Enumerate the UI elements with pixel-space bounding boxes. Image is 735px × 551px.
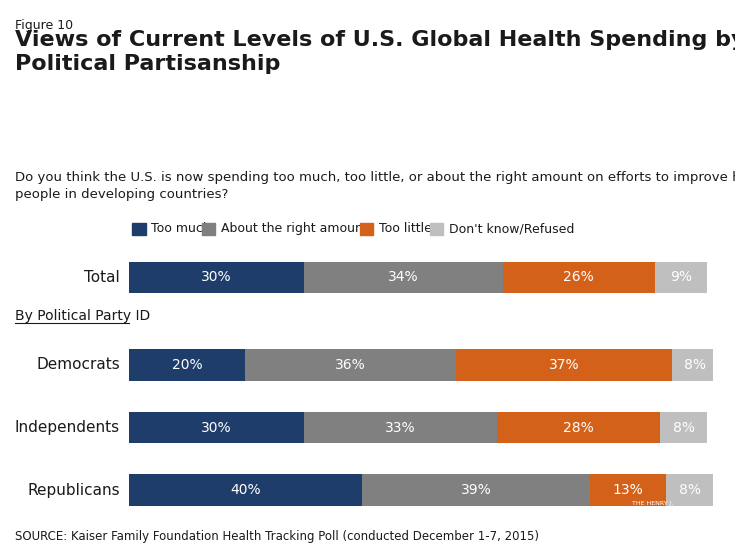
- Text: About the right amount: About the right amount: [221, 222, 368, 235]
- Text: 9%: 9%: [670, 270, 692, 284]
- Bar: [654, 262, 707, 293]
- Bar: [129, 349, 245, 381]
- Text: 8%: 8%: [678, 483, 700, 497]
- Text: 28%: 28%: [563, 420, 594, 435]
- Text: 30%: 30%: [201, 420, 232, 435]
- Bar: [456, 349, 672, 381]
- Text: 40%: 40%: [230, 483, 261, 497]
- Bar: [590, 474, 666, 506]
- Bar: [497, 412, 660, 443]
- Bar: [129, 474, 362, 506]
- Text: Independents: Independents: [15, 420, 120, 435]
- Text: 26%: 26%: [563, 270, 594, 284]
- Text: Do you think the U.S. is now spending too much, too little, or about the right a: Do you think the U.S. is now spending to…: [15, 171, 735, 201]
- Text: Too little: Too little: [379, 222, 432, 235]
- Text: 37%: 37%: [548, 358, 579, 372]
- Bar: [129, 262, 304, 293]
- Text: Figure 10: Figure 10: [15, 19, 73, 33]
- Text: Too much: Too much: [151, 222, 211, 235]
- Bar: [129, 412, 304, 443]
- Bar: [666, 474, 713, 506]
- Text: 39%: 39%: [461, 483, 492, 497]
- Text: Republicans: Republicans: [27, 483, 120, 498]
- Bar: [304, 412, 497, 443]
- Bar: [362, 474, 590, 506]
- Text: By Political Party ID: By Political Party ID: [15, 309, 150, 323]
- Bar: [245, 349, 456, 381]
- Text: 8%: 8%: [673, 420, 695, 435]
- Text: 30%: 30%: [201, 270, 232, 284]
- Text: 33%: 33%: [385, 420, 416, 435]
- Text: Democrats: Democrats: [36, 358, 120, 372]
- Text: THE HENRY J.: THE HENRY J.: [631, 501, 673, 506]
- Text: 8%: 8%: [684, 358, 706, 372]
- Bar: [503, 262, 654, 293]
- Text: SOURCE: Kaiser Family Foundation Health Tracking Poll (conducted December 1-7, 2: SOURCE: Kaiser Family Foundation Health …: [15, 530, 539, 543]
- Text: 13%: 13%: [613, 483, 644, 497]
- Text: KAISER: KAISER: [624, 509, 681, 523]
- Bar: [672, 349, 719, 381]
- Text: Views of Current Levels of U.S. Global Health Spending by
Political Partisanship: Views of Current Levels of U.S. Global H…: [15, 30, 735, 74]
- Bar: [304, 262, 503, 293]
- Text: Don't know/Refused: Don't know/Refused: [449, 222, 575, 235]
- Text: 36%: 36%: [335, 358, 366, 372]
- Text: 34%: 34%: [388, 270, 418, 284]
- Text: Total: Total: [84, 270, 120, 285]
- Text: 20%: 20%: [172, 358, 202, 372]
- Bar: [660, 412, 707, 443]
- Text: FOUNDATION: FOUNDATION: [629, 534, 675, 540]
- Text: FAMILY: FAMILY: [625, 519, 679, 533]
